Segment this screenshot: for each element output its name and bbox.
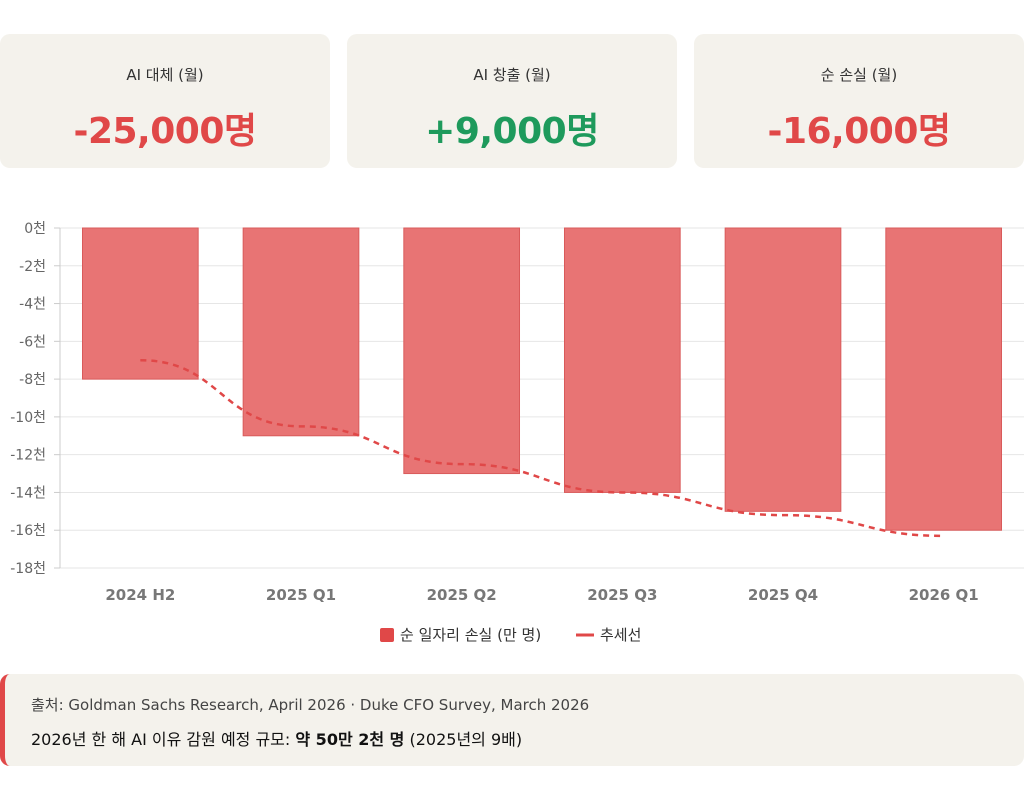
bar bbox=[724, 227, 842, 512]
bar bbox=[81, 227, 199, 380]
card-value: +9,000명 bbox=[425, 111, 599, 152]
trend-line bbox=[140, 358, 944, 538]
card-value: -25,000명 bbox=[73, 111, 257, 152]
y-tick-label: -4천 bbox=[19, 297, 46, 313]
source-note: 출처: Goldman Sachs Research, April 2026 ·… bbox=[0, 674, 1024, 766]
ai-creation-card: AI 창출 (월) +9,000명 bbox=[347, 34, 677, 168]
y-tick-label: -12천 bbox=[10, 448, 46, 464]
card-label: 순 손실 (월) bbox=[820, 66, 898, 84]
card-value: -16,000명 bbox=[767, 111, 951, 152]
legend-swatch-bars bbox=[380, 628, 394, 642]
summary-prefix: 2026년 한 해 AI 이유 감원 예정 규모: bbox=[31, 730, 296, 749]
bar bbox=[403, 227, 521, 475]
summary-text: 2026년 한 해 AI 이유 감원 예정 규모: 약 50만 2천 명 (20… bbox=[31, 726, 522, 750]
x-tick-label: 2024 H2 bbox=[105, 586, 175, 604]
source-text: 출처: Goldman Sachs Research, April 2026 ·… bbox=[31, 696, 590, 714]
bar bbox=[242, 227, 360, 437]
legend-label-bars: 순 일자리 손실 (만 명) bbox=[400, 626, 541, 644]
y-tick-label: -6천 bbox=[19, 334, 46, 350]
y-tick-label: -8천 bbox=[19, 372, 46, 388]
y-tick-label: -18천 bbox=[10, 561, 46, 577]
net-loss-card: 순 손실 (월) -16,000명 bbox=[694, 34, 1024, 168]
x-tick-label: 2025 Q4 bbox=[748, 586, 818, 604]
y-tick-label: -2천 bbox=[19, 259, 46, 275]
x-tick-label: 2025 Q1 bbox=[266, 586, 336, 604]
y-tick-label: 0천 bbox=[24, 221, 46, 237]
bar bbox=[563, 227, 681, 493]
card-label: AI 창출 (월) bbox=[473, 66, 551, 84]
x-tick-label: 2026 Q1 bbox=[909, 586, 979, 604]
y-tick-label: -16천 bbox=[10, 523, 46, 539]
y-tick-label: -10천 bbox=[10, 410, 46, 426]
card-label: AI 대체 (월) bbox=[126, 66, 204, 84]
summary-highlight: 약 50만 2천 명 bbox=[295, 730, 405, 749]
x-tick-label: 2025 Q2 bbox=[427, 586, 497, 604]
x-tick-label: 2025 Q3 bbox=[587, 586, 657, 604]
bar bbox=[885, 227, 1003, 531]
summary-suffix: (2025년의 9배) bbox=[404, 730, 523, 749]
legend-label-trend: 추세선 bbox=[600, 626, 641, 644]
y-tick-label: -14천 bbox=[10, 485, 46, 501]
job-loss-bar-chart: 0천 -2천 -4천 -6천 -8천 -10천 -12천 -14천 -16천 -18천 2024 H… bbox=[10, 221, 1024, 644]
ai-replacement-card: AI 대체 (월) -25,000명 bbox=[0, 34, 330, 168]
